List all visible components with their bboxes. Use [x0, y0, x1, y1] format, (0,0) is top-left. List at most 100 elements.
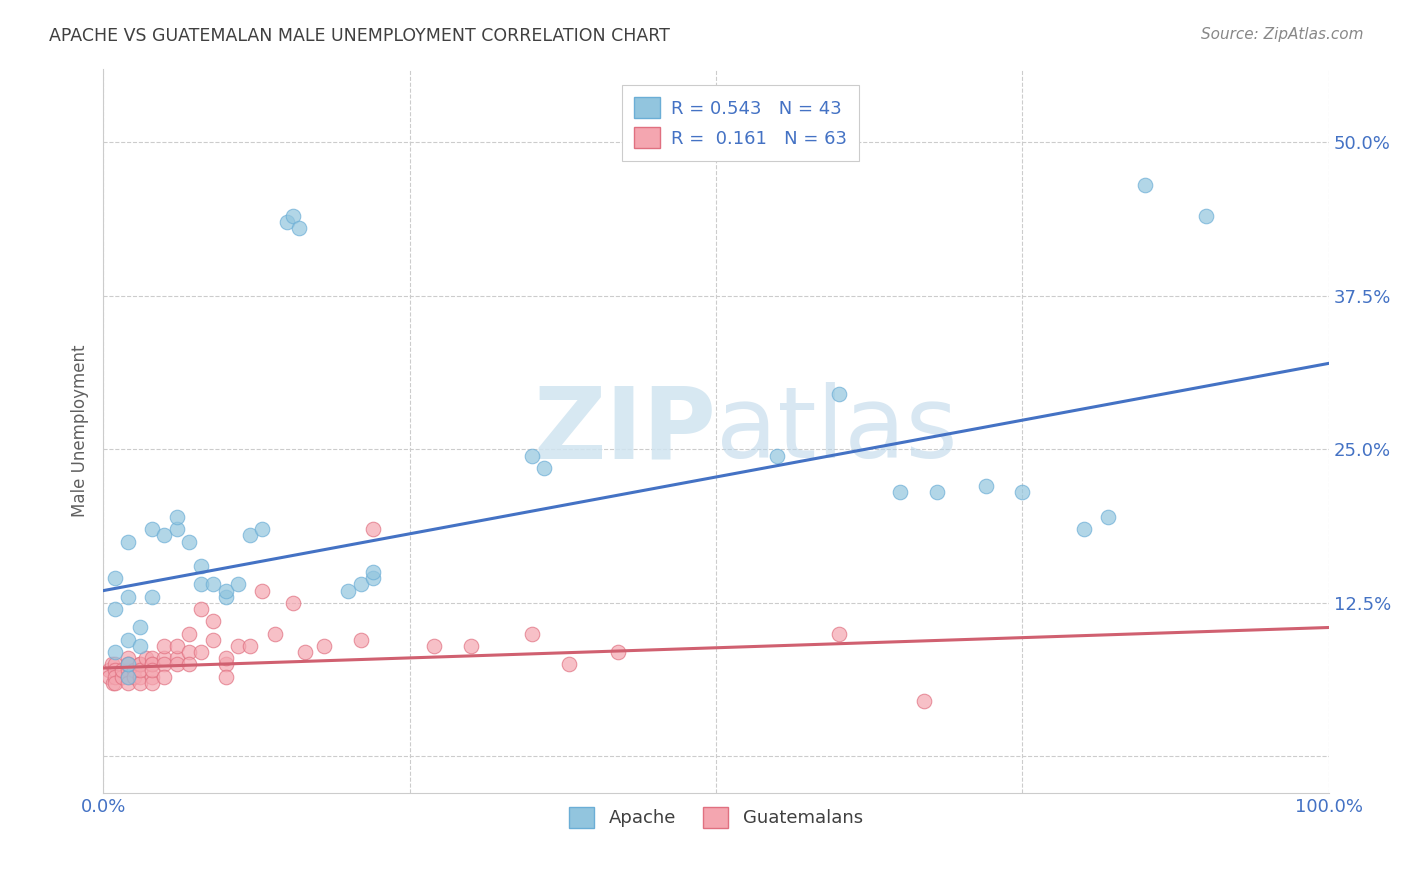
- Point: [117, 657, 139, 672]
- Point: [141, 657, 163, 672]
- Point: [423, 639, 446, 653]
- Text: APACHE VS GUATEMALAN MALE UNEMPLOYMENT CORRELATION CHART: APACHE VS GUATEMALAN MALE UNEMPLOYMENT C…: [49, 27, 671, 45]
- Point: [98, 670, 121, 684]
- Point: [337, 583, 360, 598]
- Point: [766, 449, 789, 463]
- Point: [122, 664, 145, 678]
- Point: [166, 510, 188, 524]
- Point: [141, 664, 163, 678]
- Point: [239, 528, 262, 542]
- Point: [276, 215, 298, 229]
- Point: [117, 651, 139, 665]
- Point: [117, 632, 139, 647]
- Point: [202, 632, 225, 647]
- Point: [190, 577, 212, 591]
- Point: [281, 596, 304, 610]
- Point: [129, 664, 152, 678]
- Point: [226, 577, 249, 591]
- Point: [226, 639, 249, 653]
- Point: [141, 675, 163, 690]
- Point: [294, 645, 316, 659]
- Point: [190, 602, 212, 616]
- Point: [104, 675, 127, 690]
- Point: [361, 522, 384, 536]
- Point: [129, 657, 152, 672]
- Point: [215, 670, 238, 684]
- Point: [129, 670, 152, 684]
- Point: [117, 675, 139, 690]
- Point: [177, 657, 200, 672]
- Point: [827, 387, 849, 401]
- Point: [135, 651, 157, 665]
- Point: [889, 485, 911, 500]
- Point: [215, 651, 238, 665]
- Point: [129, 639, 152, 653]
- Point: [117, 534, 139, 549]
- Point: [827, 626, 849, 640]
- Point: [460, 639, 482, 653]
- Point: [202, 577, 225, 591]
- Point: [117, 664, 139, 678]
- Point: [104, 571, 127, 585]
- Point: [281, 209, 304, 223]
- Point: [215, 590, 238, 604]
- Point: [98, 664, 121, 678]
- Y-axis label: Male Unemployment: Male Unemployment: [72, 344, 89, 517]
- Point: [141, 651, 163, 665]
- Point: [1097, 510, 1119, 524]
- Point: [190, 645, 212, 659]
- Point: [104, 670, 127, 684]
- Point: [177, 534, 200, 549]
- Point: [190, 559, 212, 574]
- Point: [141, 590, 163, 604]
- Point: [1195, 209, 1218, 223]
- Point: [129, 657, 152, 672]
- Point: [361, 565, 384, 579]
- Point: [117, 590, 139, 604]
- Text: ZIP: ZIP: [533, 383, 716, 479]
- Point: [117, 657, 139, 672]
- Point: [215, 583, 238, 598]
- Point: [177, 645, 200, 659]
- Point: [177, 626, 200, 640]
- Point: [349, 632, 371, 647]
- Point: [110, 670, 132, 684]
- Point: [215, 657, 238, 672]
- Point: [153, 639, 176, 653]
- Point: [166, 522, 188, 536]
- Point: [117, 670, 139, 684]
- Point: [252, 583, 274, 598]
- Point: [252, 522, 274, 536]
- Point: [141, 522, 163, 536]
- Point: [110, 664, 132, 678]
- Point: [202, 615, 225, 629]
- Point: [1133, 178, 1156, 193]
- Point: [104, 602, 127, 616]
- Point: [166, 651, 188, 665]
- Point: [101, 675, 124, 690]
- Point: [312, 639, 335, 653]
- Point: [558, 657, 581, 672]
- Point: [239, 639, 262, 653]
- Point: [166, 639, 188, 653]
- Point: [606, 645, 628, 659]
- Point: [153, 528, 176, 542]
- Point: [533, 460, 555, 475]
- Point: [104, 645, 127, 659]
- Point: [153, 657, 176, 672]
- Point: [104, 657, 127, 672]
- Point: [361, 571, 384, 585]
- Point: [166, 657, 188, 672]
- Point: [141, 657, 163, 672]
- Point: [104, 664, 127, 678]
- Point: [349, 577, 371, 591]
- Point: [520, 626, 543, 640]
- Point: [129, 675, 152, 690]
- Legend: Apache, Guatemalans: Apache, Guatemalans: [562, 800, 870, 835]
- Point: [153, 651, 176, 665]
- Point: [912, 694, 935, 708]
- Point: [129, 620, 152, 634]
- Point: [1073, 522, 1095, 536]
- Point: [117, 657, 139, 672]
- Point: [263, 626, 285, 640]
